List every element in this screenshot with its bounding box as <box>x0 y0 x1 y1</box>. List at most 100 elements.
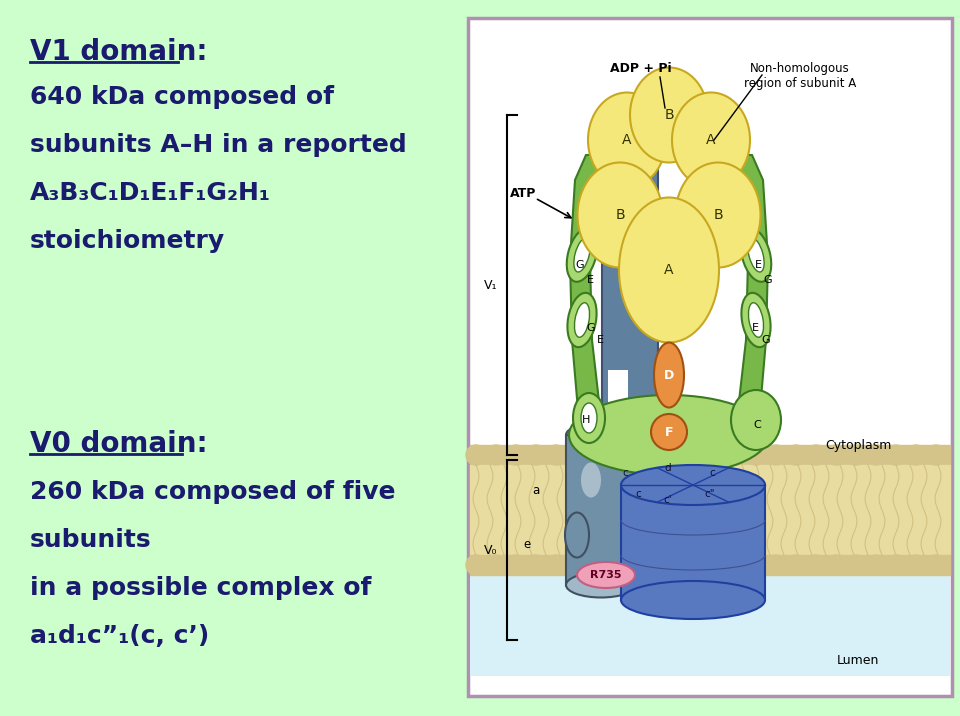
Text: ATP: ATP <box>510 186 537 200</box>
Circle shape <box>806 555 826 575</box>
Text: V₀: V₀ <box>484 543 497 556</box>
Text: G: G <box>761 335 770 345</box>
Circle shape <box>766 445 786 465</box>
Ellipse shape <box>630 67 708 163</box>
Text: B: B <box>615 208 625 222</box>
Bar <box>608 370 628 450</box>
Text: E: E <box>752 323 758 333</box>
Text: A: A <box>707 133 716 147</box>
Ellipse shape <box>581 463 601 498</box>
Circle shape <box>826 445 846 465</box>
Text: Lumen: Lumen <box>837 654 879 667</box>
Ellipse shape <box>566 573 636 597</box>
FancyBboxPatch shape <box>602 141 658 479</box>
Circle shape <box>486 555 506 575</box>
Polygon shape <box>570 155 610 455</box>
Text: in a possible complex of: in a possible complex of <box>30 576 372 600</box>
Ellipse shape <box>569 395 769 475</box>
Ellipse shape <box>748 238 764 272</box>
Ellipse shape <box>741 293 771 347</box>
Circle shape <box>926 555 946 575</box>
Circle shape <box>846 555 866 575</box>
Ellipse shape <box>619 198 719 342</box>
Circle shape <box>726 445 746 465</box>
Circle shape <box>846 445 866 465</box>
Text: E: E <box>755 260 761 270</box>
Circle shape <box>546 445 566 465</box>
Circle shape <box>506 445 526 465</box>
Circle shape <box>906 555 926 575</box>
Circle shape <box>651 414 687 450</box>
Circle shape <box>486 445 506 465</box>
Text: A₃B₃C₁D₁E₁F₁G₂H₁: A₃B₃C₁D₁E₁F₁G₂H₁ <box>30 181 271 205</box>
Circle shape <box>726 555 746 575</box>
Ellipse shape <box>581 403 597 433</box>
Text: E: E <box>587 275 593 285</box>
Text: B: B <box>713 208 723 222</box>
Text: Cytoplasm: Cytoplasm <box>825 438 891 452</box>
Text: A: A <box>664 263 674 277</box>
Text: R735: R735 <box>590 570 622 580</box>
Bar <box>470 570 950 676</box>
Circle shape <box>806 445 826 465</box>
Text: c: c <box>636 489 641 499</box>
Text: F: F <box>664 425 673 438</box>
Text: C: C <box>754 420 761 430</box>
Text: V₁: V₁ <box>484 279 497 291</box>
Ellipse shape <box>621 581 765 619</box>
Text: V1 domain:: V1 domain: <box>30 38 207 66</box>
Ellipse shape <box>566 228 597 282</box>
Ellipse shape <box>577 562 635 588</box>
Circle shape <box>526 445 546 465</box>
Circle shape <box>746 445 766 465</box>
Circle shape <box>466 555 486 575</box>
Circle shape <box>466 445 486 465</box>
Text: subunits: subunits <box>30 528 152 552</box>
Text: c: c <box>622 468 628 478</box>
Circle shape <box>786 555 806 575</box>
Ellipse shape <box>566 422 636 448</box>
Bar <box>470 555 950 575</box>
Text: E: E <box>596 335 604 345</box>
Text: Non-homologous: Non-homologous <box>750 62 850 74</box>
Text: 640 kDa composed of: 640 kDa composed of <box>30 85 334 109</box>
Text: G: G <box>764 275 772 285</box>
Text: c': c' <box>663 495 672 505</box>
Circle shape <box>526 555 546 575</box>
Text: ADP + Pi: ADP + Pi <box>611 62 672 74</box>
Text: H: H <box>582 415 590 425</box>
Circle shape <box>746 555 766 575</box>
Text: a: a <box>533 483 540 496</box>
Circle shape <box>546 555 566 575</box>
Polygon shape <box>728 155 768 455</box>
Text: subunits A–H in a reported: subunits A–H in a reported <box>30 133 407 157</box>
Circle shape <box>646 555 666 575</box>
Bar <box>468 18 952 696</box>
Circle shape <box>606 555 626 575</box>
Circle shape <box>906 445 926 465</box>
Ellipse shape <box>565 513 589 558</box>
Bar <box>566 435 636 585</box>
Text: G: G <box>587 323 595 333</box>
Circle shape <box>786 445 806 465</box>
Text: c: c <box>709 468 715 478</box>
Ellipse shape <box>731 390 781 450</box>
Ellipse shape <box>573 393 605 443</box>
Circle shape <box>666 445 686 465</box>
Ellipse shape <box>567 293 596 347</box>
Circle shape <box>866 555 886 575</box>
Ellipse shape <box>574 238 590 272</box>
Ellipse shape <box>578 163 662 268</box>
Circle shape <box>626 555 646 575</box>
Circle shape <box>886 555 906 575</box>
Circle shape <box>926 445 946 465</box>
Circle shape <box>826 555 846 575</box>
Ellipse shape <box>749 303 763 337</box>
Text: V0 domain:: V0 domain: <box>30 430 207 458</box>
Circle shape <box>886 445 906 465</box>
Circle shape <box>586 445 606 465</box>
Text: G: G <box>576 260 585 270</box>
Ellipse shape <box>654 342 684 407</box>
Circle shape <box>766 555 786 575</box>
Circle shape <box>626 445 646 465</box>
